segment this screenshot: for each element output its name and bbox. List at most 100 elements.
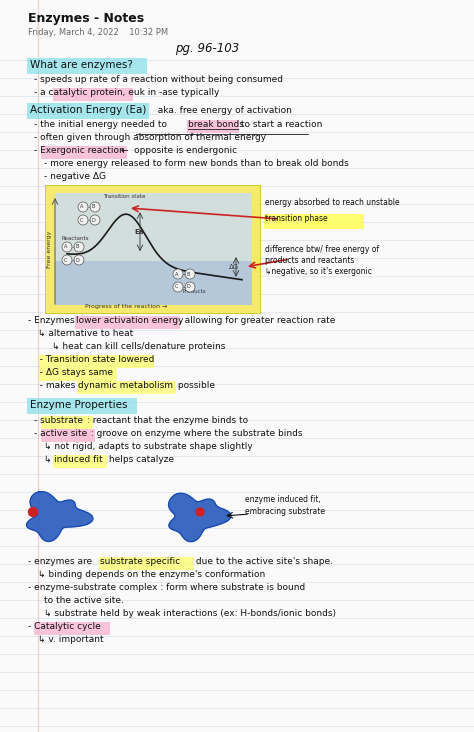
FancyBboxPatch shape [41,416,93,429]
FancyBboxPatch shape [27,58,147,74]
Text: - Exergonic reaction: - Exergonic reaction [34,146,125,155]
Text: ΔG: ΔG [229,264,239,270]
FancyBboxPatch shape [53,88,133,101]
FancyBboxPatch shape [55,193,252,305]
FancyBboxPatch shape [53,455,107,468]
Text: ↳ alternative to heat: ↳ alternative to heat [38,329,133,338]
Text: embracing substrate: embracing substrate [245,507,325,516]
FancyBboxPatch shape [27,103,149,119]
Text: Progress of the reaction →: Progress of the reaction → [85,304,167,309]
Text: energy absorbed to reach unstable: energy absorbed to reach unstable [265,198,400,207]
Text: - Catalytic cycle: - Catalytic cycle [28,622,101,631]
Text: A: A [80,204,83,209]
Text: - substrate: - substrate [34,416,83,425]
Text: ↳ heat can kill cells/denature proteins: ↳ heat can kill cells/denature proteins [52,342,225,351]
Text: - more energy released to form new bonds than to break old bonds: - more energy released to form new bonds… [44,159,349,168]
Text: - negative ΔG: - negative ΔG [44,172,106,181]
Text: - enzyme-substrate complex : form where substrate is bound: - enzyme-substrate complex : form where … [28,583,305,592]
FancyBboxPatch shape [131,209,150,261]
Text: to start a reaction: to start a reaction [238,120,322,129]
Text: due to the active site's shape.: due to the active site's shape. [193,557,333,566]
FancyBboxPatch shape [45,185,260,313]
Text: helps catalyze: helps catalyze [106,455,174,464]
FancyBboxPatch shape [55,261,252,305]
Circle shape [74,255,84,265]
Circle shape [90,215,100,225]
Text: enzyme induced fit,: enzyme induced fit, [245,495,321,504]
Text: C: C [80,217,83,223]
Polygon shape [169,493,231,542]
Text: difference btw/ free energy of: difference btw/ free energy of [265,245,379,254]
Text: B: B [187,272,190,277]
FancyBboxPatch shape [264,214,364,229]
Circle shape [173,269,183,279]
Circle shape [185,282,195,292]
Text: to the active site.: to the active site. [44,596,124,605]
Text: A: A [64,244,67,250]
Text: - often given through absorption of thermal energy: - often given through absorption of ther… [34,133,266,142]
Text: ↳ binding depends on the enzyme's conformation: ↳ binding depends on the enzyme's confor… [38,570,265,579]
Text: D: D [187,285,191,289]
Text: Enzymes - Notes: Enzymes - Notes [28,12,144,25]
Text: Friday, March 4, 2022    10:32 PM: Friday, March 4, 2022 10:32 PM [28,28,168,37]
FancyBboxPatch shape [39,355,154,368]
Text: - Transition state lowered: - Transition state lowered [34,355,155,364]
Circle shape [78,202,88,212]
FancyBboxPatch shape [41,429,95,442]
Text: possible: possible [175,381,215,390]
Text: transition phase: transition phase [265,214,328,223]
Text: Activation Energy (Ea): Activation Energy (Ea) [30,105,146,115]
Text: - speeds up rate of a reaction without being consumed: - speeds up rate of a reaction without b… [34,75,283,84]
Text: B: B [92,204,95,209]
FancyBboxPatch shape [75,316,180,329]
Text: dynamic metabolism: dynamic metabolism [78,381,173,390]
Circle shape [185,269,195,279]
Text: products and reactants: products and reactants [265,256,355,265]
Text: Products: Products [183,289,207,294]
FancyBboxPatch shape [27,398,137,414]
Circle shape [62,242,72,252]
FancyBboxPatch shape [39,368,117,381]
Text: , allowing for greater reaction rate: , allowing for greater reaction rate [179,316,336,325]
Circle shape [28,507,37,517]
Text: - Enzymes: - Enzymes [28,316,78,325]
Circle shape [74,242,84,252]
Text: Reactants: Reactants [61,236,89,241]
Text: Free energy: Free energy [47,231,52,268]
Text: ←  opposite is endergonic: ← opposite is endergonic [118,146,237,155]
Text: ↳negative, so it's exergonic: ↳negative, so it's exergonic [265,267,372,276]
Text: C: C [175,285,178,289]
FancyBboxPatch shape [187,120,239,133]
Text: - active site: - active site [34,429,87,438]
Text: ↳: ↳ [44,455,55,464]
FancyBboxPatch shape [226,255,246,287]
Polygon shape [27,492,93,542]
FancyBboxPatch shape [77,381,176,394]
Text: substrate specific: substrate specific [100,557,180,566]
Text: induced fit: induced fit [54,455,103,464]
Text: Enzyme Properties: Enzyme Properties [30,400,128,410]
Text: : groove on enzyme where the substrate binds: : groove on enzyme where the substrate b… [88,429,302,438]
FancyBboxPatch shape [34,622,110,635]
Circle shape [78,215,88,225]
Text: : reactant that the enzyme binds to: : reactant that the enzyme binds to [84,416,248,425]
Text: Ea: Ea [134,228,143,235]
Text: D: D [91,217,95,223]
Text: Transition state: Transition state [103,194,146,199]
Text: ↳ v. important: ↳ v. important [38,635,104,644]
Text: B: B [76,244,79,250]
Text: lower activation energy: lower activation energy [76,316,183,325]
FancyBboxPatch shape [99,557,194,570]
Text: - enzymes are: - enzymes are [28,557,95,566]
Circle shape [62,255,72,265]
Text: - a catalytic protein, euk in -ase typically: - a catalytic protein, euk in -ase typic… [34,88,219,97]
Text: pg. 96-103: pg. 96-103 [175,42,239,55]
Circle shape [173,282,183,292]
Text: C: C [64,258,67,263]
Text: D: D [76,258,79,263]
Text: What are enzymes?: What are enzymes? [30,60,133,70]
Text: ↳ substrate held by weak interactions (ex: H-bonds/ionic bonds): ↳ substrate held by weak interactions (e… [44,609,336,618]
Text: A: A [175,272,178,277]
Text: - makes: - makes [34,381,78,390]
Text: - ΔG stays same: - ΔG stays same [34,368,113,377]
